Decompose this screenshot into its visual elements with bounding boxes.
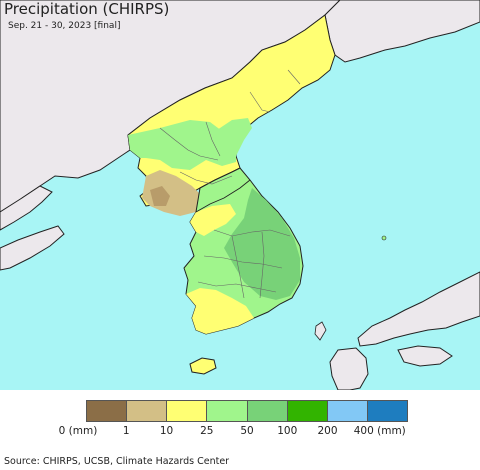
legend-tick-label: 25	[200, 425, 214, 437]
map-title: Precipitation (CHIRPS)	[4, 0, 170, 18]
north-korea-brown-patch	[150, 186, 170, 206]
legend-swatch	[87, 401, 128, 421]
south-korea-yellow-south	[186, 288, 254, 334]
map-subtitle: Sep. 21 - 30, 2023 [final]	[8, 21, 121, 31]
legend-swatch	[167, 401, 208, 421]
japan-honshu	[357, 271, 480, 347]
dmz-border	[195, 179, 251, 213]
legend-tick-label: 10	[159, 425, 174, 437]
north-korea-green-east	[214, 118, 252, 156]
admin-boundaries	[159, 69, 301, 299]
shandong-peninsula	[0, 225, 65, 271]
legend-tick-label: 0 (mm)	[58, 425, 98, 437]
south-korea-green-east	[224, 188, 300, 300]
japan-shikoku	[397, 345, 453, 367]
south-korea-yellow-west	[190, 204, 236, 236]
legend-tick-label: 1	[122, 425, 130, 437]
tsushima-island	[314, 321, 327, 341]
legend-tick-label: 100	[277, 425, 298, 437]
color-legend	[86, 400, 408, 422]
source-credit: Source: CHIRPS, UCSB, Climate Hazards Ce…	[4, 456, 230, 467]
legend-swatch	[287, 401, 328, 421]
legend-tick-label: 50	[240, 425, 254, 437]
north-korea-green-west	[128, 120, 236, 170]
jeju-island	[189, 357, 217, 375]
precipitation-map	[0, 0, 480, 390]
ulleungdo-island	[381, 235, 387, 241]
legend-swatch	[367, 401, 407, 421]
legend-swatch	[247, 401, 288, 421]
liaodong-peninsula	[0, 185, 53, 231]
legend-tick-label: 400 (mm)	[353, 425, 406, 437]
legend-tick-label: 200	[317, 425, 338, 437]
legend-swatch	[207, 401, 248, 421]
legend-swatch	[127, 401, 168, 421]
legend-swatch	[327, 401, 368, 421]
japan-kyushu	[329, 347, 369, 390]
